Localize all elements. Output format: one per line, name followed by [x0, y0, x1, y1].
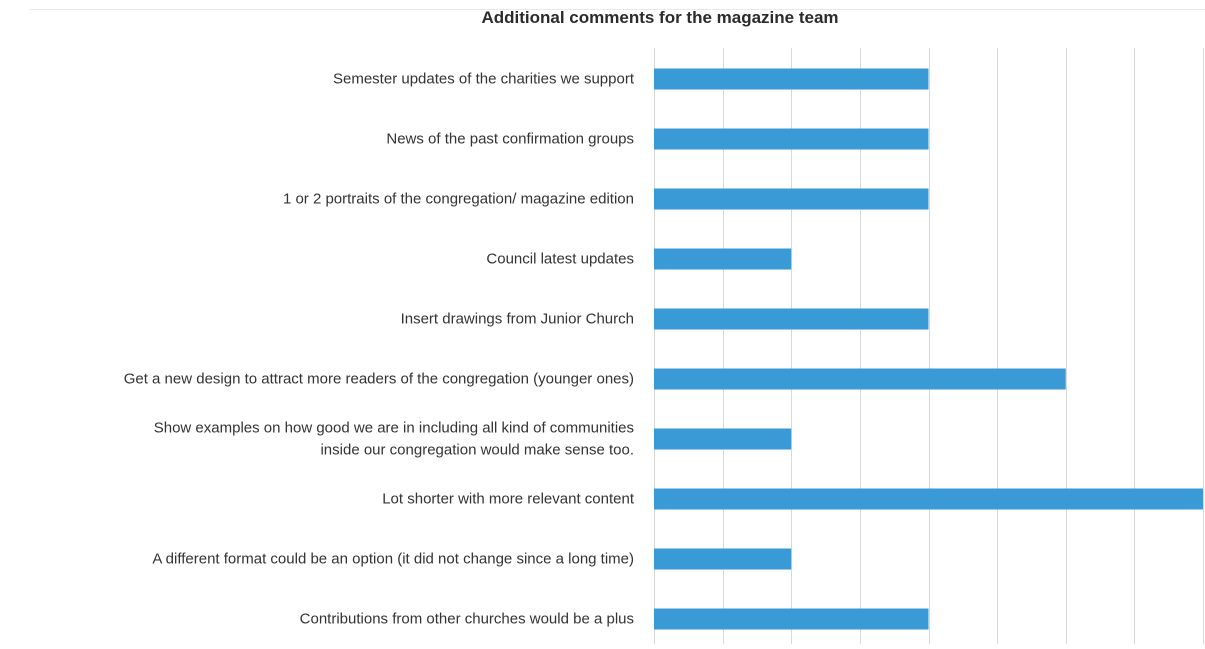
top-divider	[30, 9, 1205, 10]
category-label: 1 or 2 portraits of the congregation/ ma…	[283, 191, 634, 208]
bar	[654, 128, 929, 150]
bar	[654, 368, 1066, 390]
bar	[654, 68, 929, 90]
bar	[654, 428, 792, 450]
category-label: Semester updates of the charities we sup…	[333, 71, 635, 88]
category-label: Lot shorter with more relevant content	[382, 491, 635, 508]
category-label: Council latest updates	[486, 251, 634, 268]
category-labels: Semester updates of the charities we sup…	[124, 71, 635, 628]
bar	[654, 188, 929, 210]
bar	[654, 248, 792, 270]
category-label: inside our congregation would make sense…	[320, 442, 634, 459]
category-label: Contributions from other churches would …	[300, 611, 634, 628]
category-label: Get a new design to attract more readers…	[124, 371, 634, 388]
category-label: News of the past confirmation groups	[386, 131, 634, 148]
bars	[654, 68, 1203, 630]
bar	[654, 548, 792, 570]
category-label: A different format could be an option (i…	[152, 551, 634, 568]
category-label: Insert drawings from Junior Church	[401, 311, 634, 328]
category-label: Show examples on how good we are in incl…	[154, 420, 634, 437]
bar	[654, 308, 929, 330]
bar	[654, 608, 929, 630]
bar	[654, 488, 1203, 510]
chart-title: Additional comments for the magazine tea…	[481, 8, 838, 27]
